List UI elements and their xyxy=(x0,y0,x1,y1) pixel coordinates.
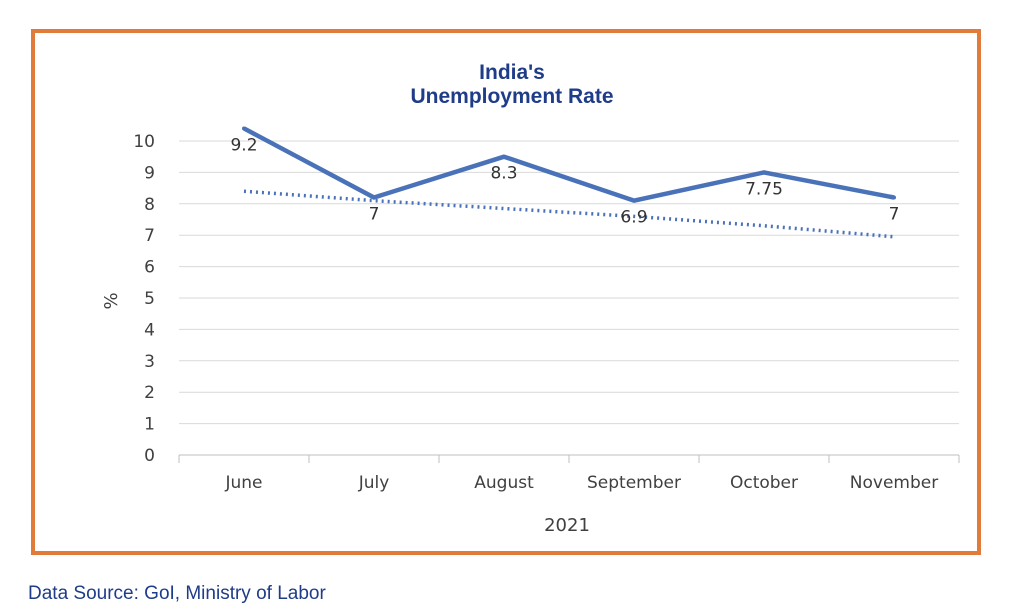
data-point xyxy=(502,154,506,159)
y-tick-label: 8 xyxy=(144,195,155,215)
y-tick-label: 9 xyxy=(144,163,155,183)
data-point xyxy=(892,195,896,200)
x-tick-label: November xyxy=(850,473,938,493)
gridlines xyxy=(179,140,959,425)
chart-frame: India's Unemployment Rate 0 1 2 3 4 5 6 7 8 9 10 Ju… xyxy=(31,29,981,555)
y-tick-label: 5 xyxy=(144,289,155,309)
data-point xyxy=(632,198,636,203)
x-axis-title: 2021 xyxy=(544,515,590,536)
line-chart: India's Unemployment Rate 0 1 2 3 4 5 6 7 8 9 10 Ju… xyxy=(101,61,960,536)
data-label: 6.9 xyxy=(620,208,647,228)
chart-title: India's xyxy=(479,61,545,84)
x-tick-label: July xyxy=(358,473,390,493)
y-tick-label: 3 xyxy=(144,352,155,372)
x-tick-label: August xyxy=(474,473,534,493)
y-axis-title: % xyxy=(101,292,122,309)
y-tick-label: 6 xyxy=(144,258,155,278)
x-tick-label: September xyxy=(587,473,681,493)
data-source-note: Data Source: GoI, Ministry of Labor xyxy=(28,583,326,604)
data-point xyxy=(762,170,766,175)
data-point xyxy=(242,126,246,131)
axes: 0 1 2 3 4 5 6 7 8 9 10 June July August September Octob… xyxy=(133,132,960,493)
data-label: 7 xyxy=(889,205,900,225)
unemployment-rate-series xyxy=(242,126,895,203)
data-point xyxy=(372,195,376,200)
y-tick-label: 4 xyxy=(144,320,155,340)
data-label: 9.2 xyxy=(230,135,257,155)
data-labels: 9.2 7 8.3 6.9 7.75 7 xyxy=(230,135,899,227)
x-tick-label: June xyxy=(224,473,262,493)
y-tick-label: 1 xyxy=(144,415,155,435)
x-tick-label: October xyxy=(730,473,798,493)
y-tick-label: 0 xyxy=(144,446,155,466)
data-label: 7.75 xyxy=(745,179,783,199)
series-layer xyxy=(242,126,896,239)
trendline-series xyxy=(243,189,895,239)
chart-subtitle: Unemployment Rate xyxy=(410,85,613,108)
data-label: 8.3 xyxy=(490,164,517,184)
y-tick-label: 7 xyxy=(144,226,155,246)
y-tick-label: 10 xyxy=(133,132,155,152)
y-tick-label: 2 xyxy=(144,383,155,403)
data-label: 7 xyxy=(369,205,380,225)
